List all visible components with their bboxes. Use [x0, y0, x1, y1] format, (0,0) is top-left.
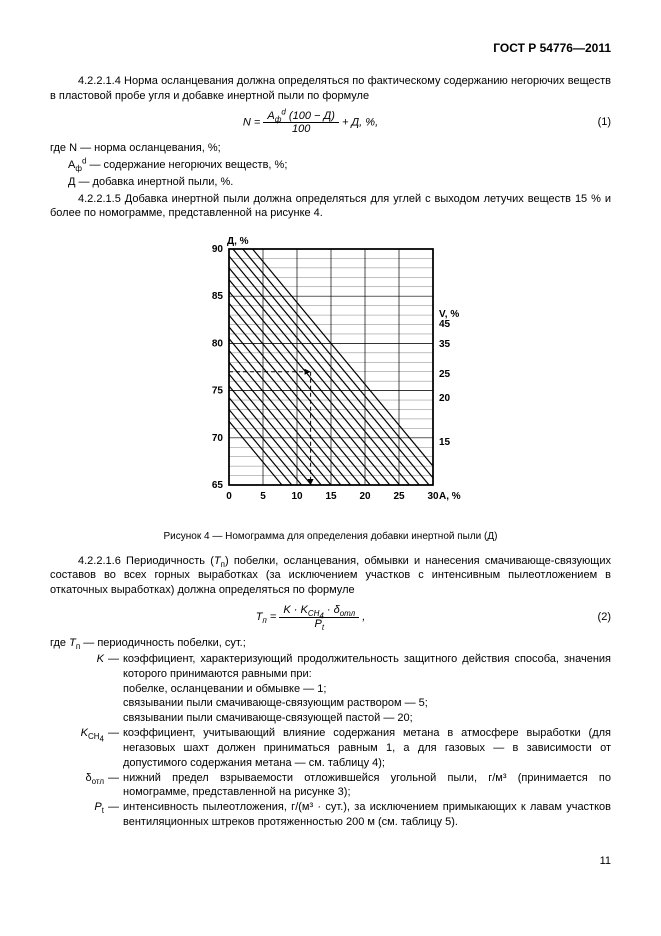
formula2-den: Pt — [279, 618, 359, 630]
def-term — [60, 682, 108, 697]
formula-2: Tп = K · KCH4 · δотл Pt , (2) — [50, 604, 611, 630]
svg-text:Д, %: Д, % — [227, 236, 249, 247]
svg-text:20: 20 — [439, 393, 451, 404]
svg-text:20: 20 — [359, 491, 371, 502]
svg-text:10: 10 — [291, 491, 303, 502]
def-body: коэффициент, учитывающий влияние содержа… — [123, 726, 611, 771]
def-body: нижний предел взрываемости отложившейся … — [123, 771, 611, 801]
formula2-tail: , — [362, 611, 365, 623]
svg-text:90: 90 — [211, 244, 223, 255]
svg-text:70: 70 — [211, 433, 223, 444]
svg-text:30: 30 — [427, 491, 439, 502]
svg-text:85: 85 — [211, 291, 223, 302]
figure-4-caption: Рисунок 4 — Номограмма для определения д… — [50, 530, 611, 544]
svg-text:15: 15 — [325, 491, 337, 502]
formula1-den: 100 — [263, 123, 339, 135]
def-term — [60, 711, 108, 726]
formula1-num: Aфd (100 − Д) — [263, 110, 339, 123]
formula-1: N = Aфd (100 − Д) 100 + Д, %, (1) — [50, 110, 611, 135]
formula2-number: (2) — [571, 610, 611, 625]
svg-text:0: 0 — [226, 491, 232, 502]
doc-header: ГОСТ Р 54776—2011 — [50, 40, 611, 56]
svg-text:5: 5 — [260, 491, 266, 502]
svg-text:75: 75 — [211, 386, 223, 397]
where1-l1: где N — норма осланцевания, %; — [50, 141, 611, 156]
where-block-2: K—коэффициент, характеризующий продолжит… — [60, 652, 611, 830]
page-number: 11 — [50, 854, 611, 869]
figure-4: 051015202530908580757065Д, %Aфd, %Vdafсф… — [50, 229, 611, 524]
svg-text:15: 15 — [439, 437, 451, 448]
svg-text:65: 65 — [211, 480, 223, 491]
svg-text:80: 80 — [211, 339, 223, 350]
formula2-lhs: Tп = — [256, 611, 277, 623]
para-4-2-2-1-6: 4.2.2.1.6 Периодичность (Tп) побелки, ос… — [50, 554, 611, 599]
svg-text:25: 25 — [439, 369, 451, 380]
def-term — [60, 696, 108, 711]
svg-text:25: 25 — [393, 491, 405, 502]
def-body: связывании пыли смачивающе-связующей пас… — [123, 711, 611, 726]
where1-l3: Д — добавка инертной пыли, %. — [50, 175, 611, 190]
def-term: K — [60, 652, 108, 682]
def-body: интенсивность пылеотложения, г/(м³ · сут… — [123, 800, 611, 830]
where1-l2: Aфd — содержание негорючих веществ, %; — [50, 158, 611, 173]
def-term: KCH4 — [60, 726, 108, 771]
def-body: коэффициент, характеризующий продолжител… — [123, 652, 611, 682]
def-body: связывании пыли смачивающе-связующим рас… — [123, 696, 611, 711]
formula2-num: K · KCH4 · δотл — [279, 604, 359, 618]
formula1-lhs: N = — [243, 116, 260, 128]
def-body: побелке, осланцевании и обмывке — 1; — [123, 682, 611, 697]
svg-text:35: 35 — [439, 339, 451, 350]
where-block-1: где N — норма осланцевания, %; Aфd — сод… — [50, 141, 611, 190]
formula1-tail: + Д, %, — [342, 116, 378, 128]
def-term: δотл — [60, 771, 108, 801]
formula1-number: (1) — [571, 115, 611, 130]
para-4-2-2-1-4: 4.2.2.1.4 Норма осланцевания должна опре… — [50, 74, 611, 104]
para-4-2-2-1-5: 4.2.2.1.5 Добавка инертной пыли должна о… — [50, 192, 611, 222]
svg-text:Aфd, %: Aфd, % — [439, 491, 461, 502]
def-term: Pt — [60, 800, 108, 830]
where2-intro: где Tп — периодичность побелки, сут.; — [50, 636, 611, 651]
svg-text:45: 45 — [439, 319, 451, 330]
